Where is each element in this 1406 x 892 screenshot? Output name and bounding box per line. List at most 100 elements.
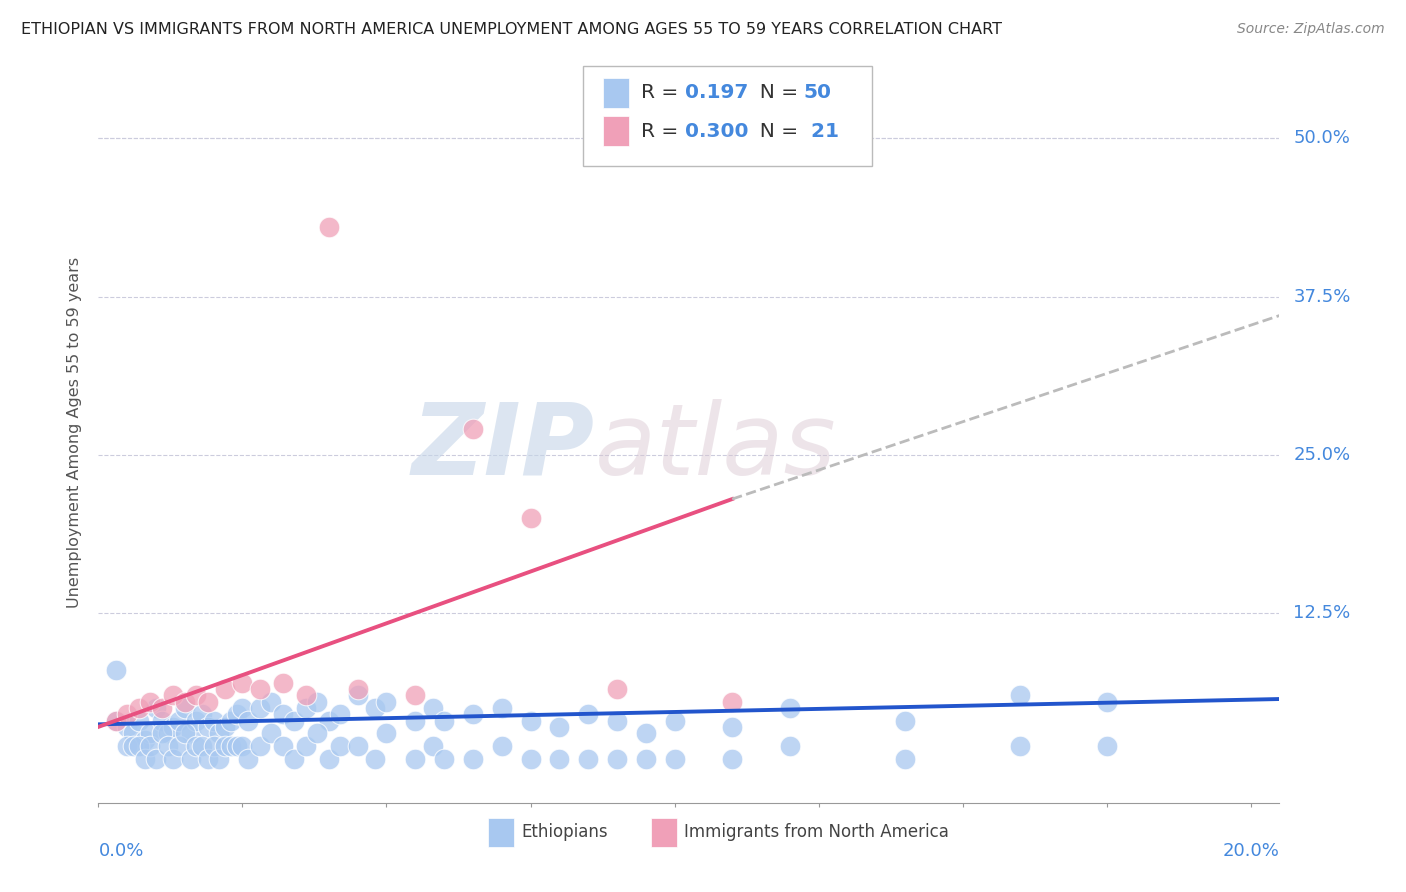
Point bbox=[364, 701, 387, 715]
Point bbox=[519, 714, 541, 728]
Bar bbox=[603, 78, 628, 108]
Text: Source: ZipAtlas.com: Source: ZipAtlas.com bbox=[1237, 22, 1385, 37]
Point bbox=[422, 701, 444, 715]
Point bbox=[295, 688, 318, 702]
Point bbox=[150, 714, 173, 728]
Text: 21: 21 bbox=[803, 122, 838, 141]
Point bbox=[606, 751, 628, 765]
Text: R =: R = bbox=[641, 122, 678, 141]
Point bbox=[249, 681, 271, 696]
Text: 0.197: 0.197 bbox=[685, 83, 749, 103]
Point bbox=[238, 751, 260, 765]
Point bbox=[664, 714, 686, 728]
FancyBboxPatch shape bbox=[582, 66, 872, 166]
Point bbox=[128, 701, 150, 715]
Point bbox=[721, 720, 744, 734]
Point bbox=[139, 726, 162, 740]
Point bbox=[260, 726, 283, 740]
Point bbox=[115, 707, 138, 722]
Point bbox=[721, 694, 744, 708]
Point bbox=[115, 720, 138, 734]
Text: 0.0%: 0.0% bbox=[98, 842, 143, 860]
Point bbox=[219, 714, 242, 728]
Text: Ethiopians: Ethiopians bbox=[522, 823, 607, 841]
Point bbox=[318, 751, 340, 765]
Point bbox=[104, 714, 127, 728]
Text: N =: N = bbox=[747, 83, 799, 103]
Point bbox=[186, 688, 208, 702]
Point bbox=[208, 726, 231, 740]
Point bbox=[634, 726, 657, 740]
Point bbox=[214, 681, 236, 696]
Point bbox=[1095, 739, 1118, 753]
Point bbox=[271, 675, 294, 690]
Bar bbox=[651, 818, 678, 847]
Point bbox=[364, 751, 387, 765]
Point bbox=[307, 694, 329, 708]
Point bbox=[231, 701, 253, 715]
Point bbox=[191, 739, 214, 753]
Point bbox=[128, 714, 150, 728]
Text: 12.5%: 12.5% bbox=[1294, 604, 1351, 622]
Point bbox=[295, 739, 318, 753]
Point bbox=[173, 701, 195, 715]
Point bbox=[167, 714, 190, 728]
Point bbox=[180, 751, 202, 765]
Point bbox=[162, 720, 184, 734]
Point bbox=[283, 751, 305, 765]
Point bbox=[208, 751, 231, 765]
Point bbox=[634, 751, 657, 765]
Point bbox=[461, 707, 484, 722]
Point bbox=[404, 751, 426, 765]
Point bbox=[461, 422, 484, 436]
Text: Immigrants from North America: Immigrants from North America bbox=[685, 823, 949, 841]
Point bbox=[519, 511, 541, 525]
Point bbox=[162, 688, 184, 702]
Point bbox=[664, 751, 686, 765]
Point bbox=[180, 726, 202, 740]
Bar bbox=[488, 818, 515, 847]
Point bbox=[134, 751, 156, 765]
Point bbox=[122, 726, 145, 740]
Point bbox=[271, 739, 294, 753]
Point bbox=[606, 681, 628, 696]
Point bbox=[167, 739, 190, 753]
Point bbox=[197, 751, 219, 765]
Point bbox=[1010, 739, 1032, 753]
Point bbox=[721, 751, 744, 765]
Point bbox=[225, 739, 247, 753]
Point bbox=[214, 739, 236, 753]
Point bbox=[295, 701, 318, 715]
Point bbox=[134, 732, 156, 747]
Point bbox=[375, 726, 398, 740]
Point bbox=[404, 714, 426, 728]
Point bbox=[249, 701, 271, 715]
Text: ZIP: ZIP bbox=[412, 399, 595, 496]
Point bbox=[1010, 688, 1032, 702]
Text: 25.0%: 25.0% bbox=[1294, 446, 1351, 464]
Point bbox=[231, 675, 253, 690]
Point bbox=[145, 751, 167, 765]
Point bbox=[519, 751, 541, 765]
Point bbox=[162, 751, 184, 765]
Point bbox=[145, 701, 167, 715]
Point bbox=[128, 739, 150, 753]
Point bbox=[231, 739, 253, 753]
Point bbox=[894, 751, 917, 765]
Point bbox=[271, 707, 294, 722]
Point bbox=[491, 739, 513, 753]
Point bbox=[225, 707, 247, 722]
Point bbox=[329, 707, 352, 722]
Text: N =: N = bbox=[747, 122, 799, 141]
Point bbox=[238, 714, 260, 728]
Point bbox=[318, 219, 340, 234]
Point bbox=[156, 739, 179, 753]
Point bbox=[173, 726, 195, 740]
Point bbox=[156, 726, 179, 740]
Point bbox=[346, 681, 368, 696]
Point bbox=[115, 739, 138, 753]
Point bbox=[186, 714, 208, 728]
Point bbox=[214, 720, 236, 734]
Text: 50.0%: 50.0% bbox=[1294, 129, 1350, 147]
Point bbox=[150, 726, 173, 740]
